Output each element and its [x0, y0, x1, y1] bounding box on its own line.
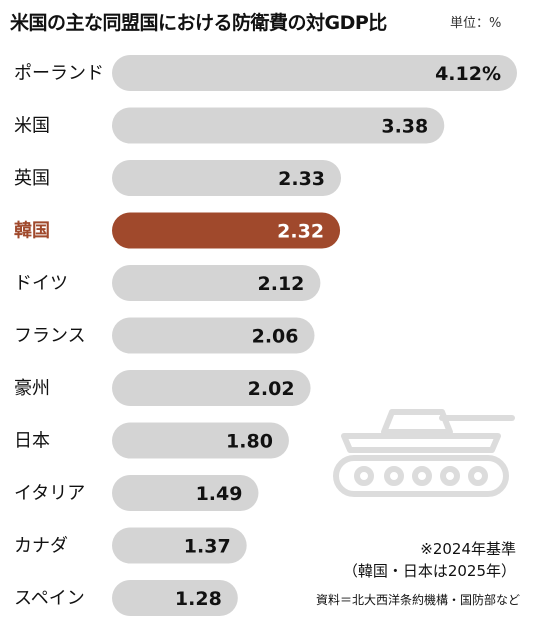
source-credit: 資料＝北大西洋条約機構・国防部など — [315, 593, 520, 607]
category-label: ポーランド — [14, 63, 104, 84]
category-label: イタリア — [14, 483, 85, 504]
bar — [112, 265, 321, 301]
value-label: 2.02 — [248, 378, 295, 400]
category-label: 豪州 — [14, 378, 50, 399]
bar — [112, 107, 445, 144]
category-label: 米国 — [14, 116, 50, 137]
category-label: カナダ — [14, 536, 68, 557]
value-label: 2.06 — [252, 326, 299, 348]
category-label: 英国 — [14, 168, 50, 189]
bar — [112, 212, 341, 249]
bar — [112, 527, 247, 564]
bar — [112, 580, 238, 616]
value-label: 1.80 — [226, 431, 273, 453]
value-label: 3.38 — [381, 116, 428, 138]
bar — [112, 160, 342, 196]
value-label: 1.28 — [175, 588, 222, 610]
bar — [112, 370, 311, 406]
bar — [112, 475, 259, 511]
category-label: 韓国 — [14, 220, 50, 242]
chart-title: 米国の主な同盟国における防衛費の対GDP比 — [10, 12, 387, 34]
category-label: スペイン — [14, 588, 85, 609]
category-label: フランス — [14, 326, 86, 347]
value-label: 2.12 — [258, 273, 305, 295]
value-label: 2.33 — [278, 168, 325, 190]
footnote: ※2024年基準 （韓国・日本は2025年） — [0, 538, 516, 582]
bar — [112, 55, 517, 91]
category-label: ドイツ — [14, 273, 68, 294]
value-label: 1.49 — [196, 483, 243, 505]
value-label: 4.12% — [435, 63, 501, 85]
bar — [112, 422, 289, 459]
value-label: 2.32 — [277, 221, 324, 243]
category-label: 日本 — [14, 431, 50, 452]
value-label: 1.37 — [184, 536, 231, 558]
footnote-line-2: （韓国・日本は2025年） — [342, 562, 516, 580]
tank-icon — [333, 409, 515, 497]
bar — [112, 317, 315, 354]
footnote-line-1: ※2024年基準 — [420, 540, 516, 558]
unit-label: 単位：% — [450, 16, 502, 31]
